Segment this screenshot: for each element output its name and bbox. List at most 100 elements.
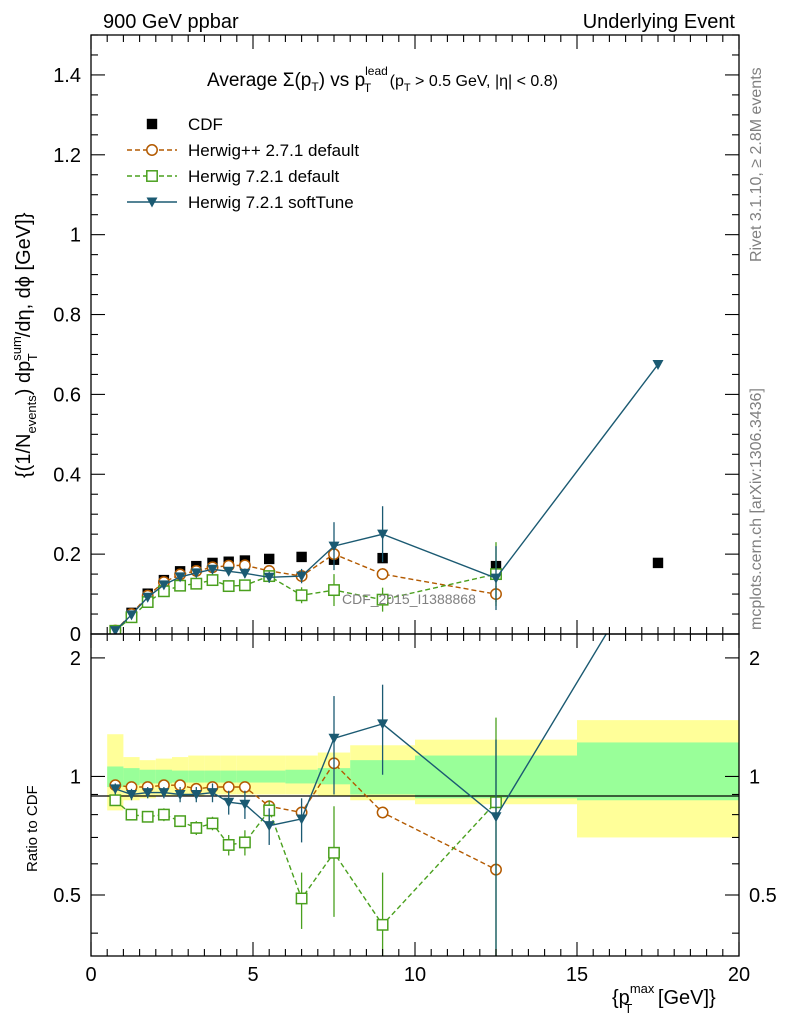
y-tick-label: 0.2 <box>53 544 81 566</box>
herwig-7-2-1-softtune-ratio-point <box>190 789 202 800</box>
herwig-7-2-1-softtune-point <box>377 529 389 540</box>
legend-cdf-marker <box>146 118 158 130</box>
legend-herwig-2-7-1-default-label: Herwig++ 2.7.1 default <box>188 141 359 160</box>
herwig-7-2-1-softtune-ratio-point <box>377 719 389 730</box>
herwig-7-2-1-softtune-point <box>239 568 251 579</box>
herwig-2-7-1-default-ratio-point <box>222 781 235 793</box>
herwig-7-2-1-softtune-point <box>263 572 275 583</box>
herwig-7-2-1-default-ratio-point <box>376 918 389 931</box>
herwig-7-2-1-softtune-point <box>652 359 664 370</box>
x-tick-label: 15 <box>566 964 588 986</box>
stat-uncertainty-band <box>139 769 156 784</box>
herwig-7-2-1-default-ratio-point <box>109 794 122 807</box>
stat-uncertainty-band <box>172 770 189 783</box>
ratio-bands <box>107 720 739 838</box>
herwig-7-2-1-softtune-ratio-point <box>263 821 275 832</box>
herwig-7-2-1-softtune-ratio-point <box>296 814 308 825</box>
cdf-data-point <box>264 553 275 565</box>
herwig-7-2-1-softtune-ratio-point <box>126 789 137 800</box>
ratio-y-tick-label-right: 1 <box>749 766 760 788</box>
herwig-7-2-1-default-ratio-point <box>141 810 154 823</box>
legend-herwig-7-2-1-softtune-marker <box>146 197 158 208</box>
herwig-7-2-1-softtune-point <box>223 566 235 577</box>
herwig-7-2-1-softtune-ratio-point <box>109 784 121 795</box>
y-tick-label: 0.8 <box>53 305 81 327</box>
stat-uncertainty-band <box>155 769 172 784</box>
stat-uncertainty-band <box>236 770 253 783</box>
y-axis-label: {(1/Nevents) dpsumT/dη, dϕ [GeV]} <box>9 212 40 478</box>
ratio-plot-area <box>109 544 664 956</box>
herwig-7-2-1-default-ratio-point <box>295 892 308 905</box>
x-tick-label: 5 <box>247 964 258 986</box>
stat-uncertainty-band <box>123 768 140 786</box>
ratio-y-axis-label: Ratio to CDF <box>24 785 41 872</box>
herwig-7-2-1-softtune-ratio-point <box>653 544 664 554</box>
chart-title: Average Σ(pT) vs plead T (pT > 0.5 GeV, |… <box>207 64 558 95</box>
herwig-7-2-1-default-point <box>190 577 203 590</box>
herwig-7-2-1-default-ratio-point <box>157 808 170 821</box>
herwig-2-7-1-default-point <box>376 568 389 581</box>
legend-herwig-7-2-1-default-marker <box>146 170 158 182</box>
herwig-7-2-1-softtune-point <box>296 571 308 582</box>
herwig-7-2-1-softtune-ratio-point <box>174 789 186 800</box>
legend-herwig-2-7-1-default-marker <box>146 144 158 156</box>
x-tick-label: 20 <box>728 964 750 986</box>
stat-uncertainty-band <box>220 770 237 783</box>
herwig-7-2-1-default-point <box>295 589 308 602</box>
ratio-y-tick-label-right: 0.5 <box>749 885 777 907</box>
header-left: 900 GeV ppbar <box>103 11 239 33</box>
herwig-7-2-1-softtune-point <box>190 568 202 579</box>
axis-tick-labels: 0 5 10 15 20 0 0.2 0.4 0.6 0.8 1 1.2 1.4 0.5 0.5 1 1 2 2 <box>53 65 777 986</box>
stat-uncertainty-band <box>204 770 221 783</box>
stat-uncertainty-band <box>577 742 739 801</box>
herwig-7-2-1-default-ratio-point <box>222 838 235 851</box>
herwig-7-2-1-softtune-point <box>126 610 137 621</box>
axis-ticks <box>90 34 740 956</box>
stat-uncertainty-band <box>285 769 318 784</box>
stat-uncertainty-band <box>253 770 286 783</box>
herwig-7-2-1-softtune-ratio-point <box>239 799 251 810</box>
herwig-7-2-1-softtune-point <box>142 592 154 603</box>
ratio-y-tick-label: 0.5 <box>53 885 81 907</box>
herwig-7-2-1-default-ratio-point <box>238 836 251 849</box>
herwig-7-2-1-default-line <box>114 573 497 632</box>
x-tick-label: 0 <box>85 964 96 986</box>
header-right: Underlying Event <box>583 11 736 33</box>
herwig-7-2-1-softtune-point <box>109 626 121 634</box>
herwig-7-2-1-softtune-ratio-point <box>328 733 340 744</box>
ratio-y-tick-label: 2 <box>70 648 81 670</box>
stat-uncertainty-band <box>188 770 205 783</box>
cdf-data-point <box>296 551 307 563</box>
herwig-7-2-1-softtune-point <box>490 573 502 584</box>
y-tick-label: 0.4 <box>53 464 81 486</box>
herwig-7-2-1-default-ratio-point <box>190 821 203 834</box>
herwig-2-7-1-default-ratio-point <box>376 806 389 819</box>
y-tick-label: 0.6 <box>53 384 81 406</box>
herwig-7-2-1-default-point <box>376 593 389 606</box>
y-tick-label: 1.2 <box>53 145 81 167</box>
ratio-y-tick-label-right: 2 <box>749 648 760 670</box>
y-tick-label: 1 <box>70 225 81 247</box>
legend-cdf-label: CDF <box>188 115 223 134</box>
x-axis-label: {pmax T [GeV]} <box>612 981 716 1016</box>
herwig-7-2-1-softtune-ratio-point <box>223 797 235 808</box>
y-tick-label: 1.4 <box>53 65 81 87</box>
herwig-7-2-1-softtune-ratio-point <box>142 788 154 799</box>
herwig-7-2-1-softtune-ratio-point <box>490 812 502 823</box>
rivet-label: Rivet 3.1.10, ≥ 2.8M events <box>748 67 765 262</box>
ratio-y-tick-label: 1 <box>70 766 81 788</box>
herwig-7-2-1-default-point <box>206 574 219 587</box>
herwig-7-2-1-softtune-point <box>328 541 340 552</box>
herwig-7-2-1-default-ratio-point <box>328 846 340 859</box>
legend: CDF Herwig++ 2.7.1 default Herwig 7.2.1 de… <box>127 115 359 212</box>
herwig-7-2-1-default-ratio-point <box>174 815 187 828</box>
legend-herwig-7-2-1-softtune-label: Herwig 7.2.1 softTune <box>188 193 354 212</box>
herwig-7-2-1-softtune-point <box>158 580 170 591</box>
herwig-7-2-1-default-point <box>222 580 235 593</box>
herwig-2-7-1-default-ratio-point <box>238 781 251 793</box>
legend-herwig-7-2-1-default-label: Herwig 7.2.1 default <box>188 167 339 186</box>
herwig-7-2-1-softtune-point <box>207 564 218 575</box>
x-tick-label: 10 <box>404 964 426 986</box>
herwig-7-2-1-default-point <box>328 584 340 597</box>
